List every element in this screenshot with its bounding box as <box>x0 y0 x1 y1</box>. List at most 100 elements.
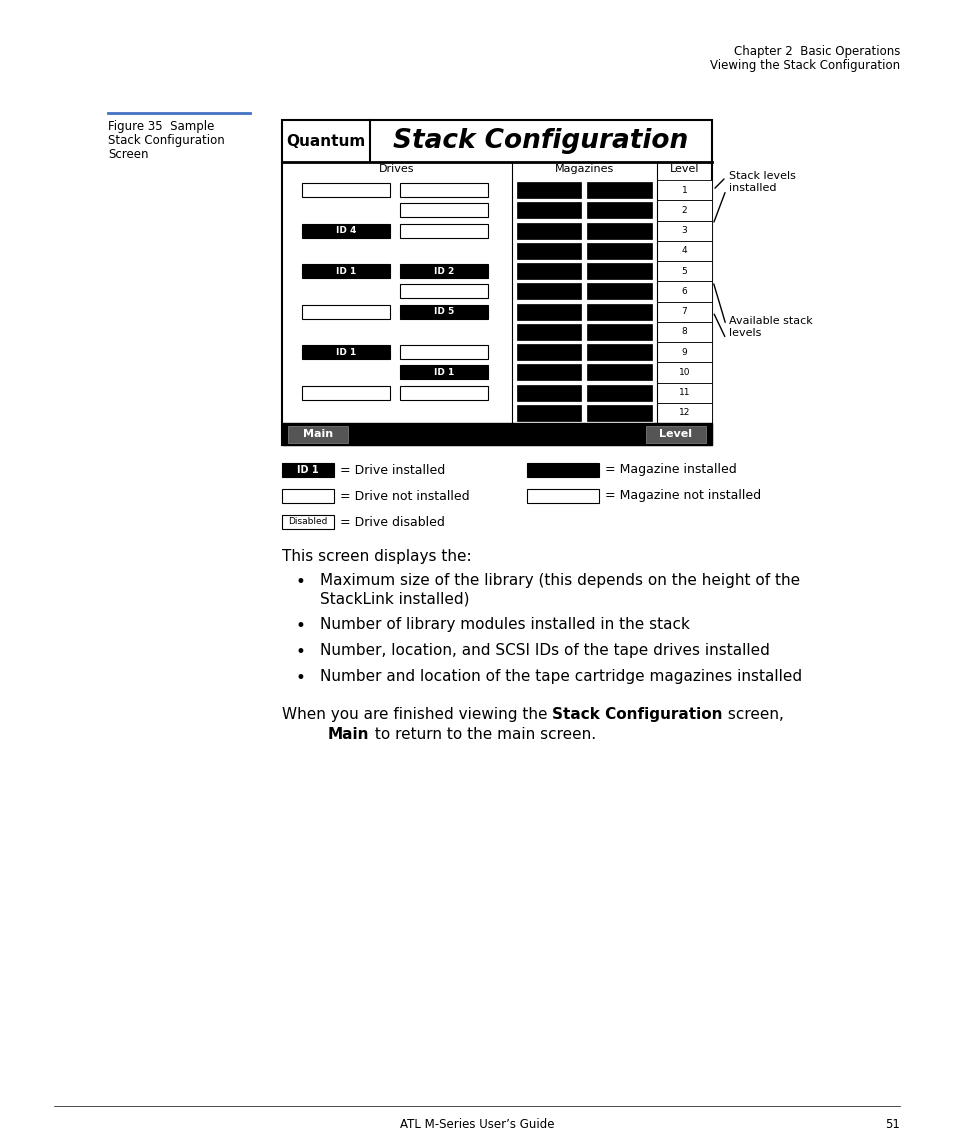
Bar <box>587 364 651 380</box>
Bar <box>657 301 711 322</box>
Bar <box>399 284 488 298</box>
Bar <box>517 284 581 299</box>
Bar <box>517 203 581 219</box>
Text: Stack Configuration: Stack Configuration <box>108 134 225 147</box>
Text: = Drive installed: = Drive installed <box>339 464 445 476</box>
Text: to return to the main screen.: to return to the main screen. <box>369 727 595 742</box>
Text: ID 1: ID 1 <box>297 465 318 475</box>
Text: Magazines: Magazines <box>555 164 614 174</box>
Bar <box>657 282 711 301</box>
Text: Number of library modules installed in the stack: Number of library modules installed in t… <box>319 617 689 632</box>
Bar <box>657 403 711 423</box>
Bar <box>657 362 711 382</box>
Bar <box>587 203 651 219</box>
Bar <box>282 423 711 445</box>
Text: Disabled: Disabled <box>288 518 327 527</box>
Text: 12: 12 <box>679 409 689 418</box>
Bar <box>657 221 711 240</box>
Text: Main: Main <box>303 429 333 439</box>
Bar <box>587 385 651 401</box>
Text: = Drive disabled: = Drive disabled <box>339 515 444 529</box>
Bar <box>657 382 711 403</box>
Bar <box>517 182 581 198</box>
Bar <box>399 386 488 400</box>
Text: 1: 1 <box>680 185 687 195</box>
Text: = Magazine not installed: = Magazine not installed <box>604 490 760 503</box>
Bar <box>282 515 334 529</box>
Text: ID 1: ID 1 <box>434 368 454 377</box>
Bar <box>302 305 390 318</box>
Bar <box>399 264 488 278</box>
Text: ID 2: ID 2 <box>434 267 454 276</box>
Text: Number, location, and SCSI IDs of the tape drives installed: Number, location, and SCSI IDs of the ta… <box>319 643 769 658</box>
Text: •: • <box>295 617 306 635</box>
Bar <box>657 261 711 282</box>
Bar <box>517 223 581 238</box>
Text: StackLink installed): StackLink installed) <box>319 591 469 606</box>
Text: Quantum: Quantum <box>286 134 365 149</box>
Bar <box>587 345 651 360</box>
Bar <box>288 426 348 442</box>
Text: Stack Configuration: Stack Configuration <box>393 128 688 153</box>
Text: Level: Level <box>669 164 699 174</box>
Bar <box>587 182 651 198</box>
Bar <box>517 263 581 279</box>
Bar <box>526 489 598 503</box>
Bar <box>657 200 711 221</box>
Text: Available stack
levels: Available stack levels <box>728 316 812 338</box>
Bar <box>399 305 488 318</box>
Text: 51: 51 <box>884 1118 899 1131</box>
Bar <box>282 489 334 503</box>
Text: 6: 6 <box>680 287 687 295</box>
Bar <box>302 223 390 237</box>
Text: Viewing the Stack Configuration: Viewing the Stack Configuration <box>709 60 899 72</box>
Bar <box>657 342 711 362</box>
Text: 2: 2 <box>681 206 686 215</box>
Text: ID 4: ID 4 <box>335 226 355 235</box>
Bar <box>517 303 581 319</box>
Text: Level: Level <box>659 429 692 439</box>
Bar <box>587 405 651 420</box>
Bar <box>517 405 581 420</box>
Bar <box>399 204 488 218</box>
Bar <box>587 284 651 299</box>
Bar <box>657 240 711 261</box>
Text: •: • <box>295 643 306 661</box>
Bar <box>302 386 390 400</box>
Text: screen,: screen, <box>722 706 783 722</box>
Bar <box>302 264 390 278</box>
Text: ID 1: ID 1 <box>335 348 355 356</box>
Text: Stack Configuration: Stack Configuration <box>552 706 722 722</box>
Bar <box>282 120 711 445</box>
Bar <box>399 346 488 360</box>
Text: 9: 9 <box>680 348 687 356</box>
Bar <box>302 346 390 360</box>
Text: Figure 35  Sample: Figure 35 Sample <box>108 120 214 133</box>
Bar <box>645 426 705 442</box>
Bar <box>517 385 581 401</box>
Text: 10: 10 <box>678 368 690 377</box>
Text: Screen: Screen <box>108 148 149 161</box>
Bar <box>657 180 711 200</box>
Bar <box>587 324 651 340</box>
Text: 7: 7 <box>680 307 687 316</box>
Text: ID 5: ID 5 <box>434 307 454 316</box>
Bar <box>587 303 651 319</box>
Bar <box>587 223 651 238</box>
Text: Chapter 2  Basic Operations: Chapter 2 Basic Operations <box>733 45 899 58</box>
Bar <box>587 263 651 279</box>
Bar <box>517 324 581 340</box>
Text: When you are finished viewing the: When you are finished viewing the <box>282 706 552 722</box>
Bar <box>526 463 598 477</box>
Text: 11: 11 <box>678 388 690 397</box>
Text: Stack levels
installed: Stack levels installed <box>728 172 795 192</box>
Text: ATL M-Series User’s Guide: ATL M-Series User’s Guide <box>399 1118 554 1131</box>
Text: Main: Main <box>328 727 369 742</box>
Text: Maximum size of the library (this depends on the height of the: Maximum size of the library (this depend… <box>319 572 800 589</box>
Text: •: • <box>295 669 306 687</box>
Text: This screen displays the:: This screen displays the: <box>282 548 471 564</box>
Text: Number and location of the tape cartridge magazines installed: Number and location of the tape cartridg… <box>319 669 801 684</box>
Bar <box>657 322 711 342</box>
Bar <box>282 463 334 477</box>
Text: 4: 4 <box>681 246 686 255</box>
